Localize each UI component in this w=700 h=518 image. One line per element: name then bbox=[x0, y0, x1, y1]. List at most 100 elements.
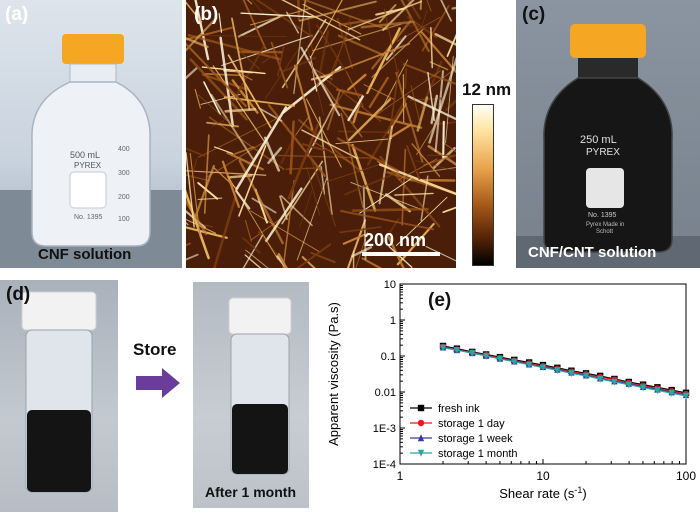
panel-d-photo-before: (d) bbox=[0, 280, 118, 512]
afm-fiber bbox=[227, 54, 272, 129]
afm-fiber bbox=[335, 138, 393, 145]
afm-fiber bbox=[378, 4, 397, 23]
afm-fiber bbox=[277, 154, 375, 159]
afm-fiber bbox=[240, 12, 318, 18]
afm-fiber bbox=[250, 210, 321, 253]
afm-fiber bbox=[316, 75, 363, 138]
afm-fiber bbox=[301, 129, 358, 159]
afm-fiber bbox=[277, 253, 288, 268]
legend-entry: storage 1 month bbox=[438, 448, 518, 460]
afm-fiber bbox=[186, 36, 209, 49]
vial-ink bbox=[232, 404, 288, 474]
afm-fiber bbox=[342, 233, 366, 245]
afm-fiber bbox=[282, 180, 295, 268]
afm-fiber bbox=[385, 193, 412, 213]
afm-fiber bbox=[232, 44, 266, 102]
afm-fiber bbox=[407, 95, 456, 121]
afm-fiber bbox=[428, 56, 456, 144]
data-point bbox=[625, 381, 632, 389]
x-tick-label: 100 bbox=[676, 469, 696, 483]
bottle-c-origin: Pyrex Made in bbox=[586, 222, 625, 228]
bottle-neck bbox=[578, 58, 638, 78]
vial-cap bbox=[21, 291, 97, 331]
afm-fiber bbox=[189, 152, 201, 238]
data-point bbox=[682, 392, 690, 400]
panel-d-label: (d) bbox=[6, 284, 31, 305]
afm-fiber bbox=[445, 56, 454, 144]
afm-fiber bbox=[385, 69, 400, 157]
panel-b-afm-image: (b) 200 nm bbox=[186, 0, 456, 268]
afm-fiber bbox=[336, 17, 354, 70]
afm-fiber bbox=[281, 0, 361, 41]
afm-fiber bbox=[186, 67, 198, 80]
afm-fiber bbox=[226, 151, 264, 171]
afm-fiber bbox=[368, 76, 389, 109]
afm-fiber bbox=[298, 0, 377, 22]
afm-fiber bbox=[197, 197, 223, 201]
afm-fiber bbox=[305, 98, 342, 168]
afm-fiber bbox=[325, 42, 411, 77]
colorbar-max-label: 12 nm bbox=[462, 80, 512, 99]
panel-a-label: (a) bbox=[5, 4, 29, 25]
afm-fiber bbox=[186, 1, 203, 23]
afm-fiber bbox=[445, 99, 456, 112]
panel-b-label: (b) bbox=[194, 4, 219, 25]
afm-fiber bbox=[440, 0, 452, 22]
panel-a-photo: 500 mL PYREX 400 300 200 100 No. 1395 (a… bbox=[0, 0, 182, 268]
bottle-neck bbox=[69, 63, 117, 83]
afm-fiber bbox=[425, 246, 456, 262]
afm-fiber bbox=[194, 88, 201, 109]
afm-fiber bbox=[244, 219, 252, 242]
afm-fiber bbox=[389, 123, 412, 138]
afm-fiber bbox=[306, 45, 325, 116]
afm-fiber bbox=[186, 16, 218, 52]
afm-fiber bbox=[213, 196, 237, 268]
afm-fiber bbox=[224, 107, 257, 113]
bottle-a-grad-300: 300 bbox=[118, 170, 130, 177]
afm-fiber bbox=[414, 160, 456, 172]
afm-fiber bbox=[419, 166, 456, 174]
data-point bbox=[668, 389, 675, 397]
afm-fiber bbox=[239, 50, 261, 70]
afm-fiber bbox=[301, 256, 316, 268]
afm-fiber bbox=[347, 73, 367, 91]
afm-fiber bbox=[379, 218, 400, 248]
afm-fiber bbox=[296, 243, 332, 268]
afm-fiber bbox=[280, 194, 313, 227]
y-tick-label: 10 bbox=[384, 279, 396, 291]
afm-fiber bbox=[394, 192, 434, 196]
cnt-bottle-illustration bbox=[516, 24, 700, 268]
afm-fiber bbox=[187, 33, 282, 61]
panel-c-caption: CNF/CNT solution bbox=[528, 244, 657, 261]
afm-fiber bbox=[221, 160, 241, 209]
bottle-label-patch bbox=[69, 171, 107, 209]
afm-fiber bbox=[396, 222, 435, 266]
afm-fiber bbox=[203, 81, 221, 115]
afm-fiber bbox=[351, 246, 373, 258]
afm-fiber bbox=[238, 144, 267, 217]
afm-fiber bbox=[326, 90, 341, 131]
afm-fiber bbox=[186, 226, 228, 239]
afm-fiber bbox=[300, 46, 341, 117]
afm-fiber bbox=[371, 27, 425, 78]
bottle-a-number: No. 1395 bbox=[74, 214, 103, 221]
legend-entry: storage 1 day bbox=[438, 418, 505, 430]
afm-fiber bbox=[421, 5, 450, 52]
afm-fiber bbox=[201, 35, 287, 38]
afm-fiber bbox=[349, 88, 369, 124]
afm-fiber bbox=[207, 142, 263, 178]
panel-d-after-caption: After 1 month bbox=[205, 484, 296, 500]
afm-fiber bbox=[442, 120, 445, 159]
bottle-a-brand: PYREX bbox=[74, 161, 102, 170]
store-arrow-icon bbox=[136, 368, 180, 398]
bottle-label-patch bbox=[586, 168, 624, 208]
legend-entry: storage 1 week bbox=[438, 433, 513, 445]
panel-a-caption: CNF solution bbox=[38, 246, 132, 263]
afm-fiber bbox=[310, 0, 343, 58]
afm-fiber bbox=[299, 190, 313, 228]
afm-fiber bbox=[301, 143, 325, 152]
afm-fiber bbox=[307, 151, 337, 227]
afm-fiber bbox=[315, 24, 347, 72]
afm-fiber bbox=[434, 32, 456, 46]
